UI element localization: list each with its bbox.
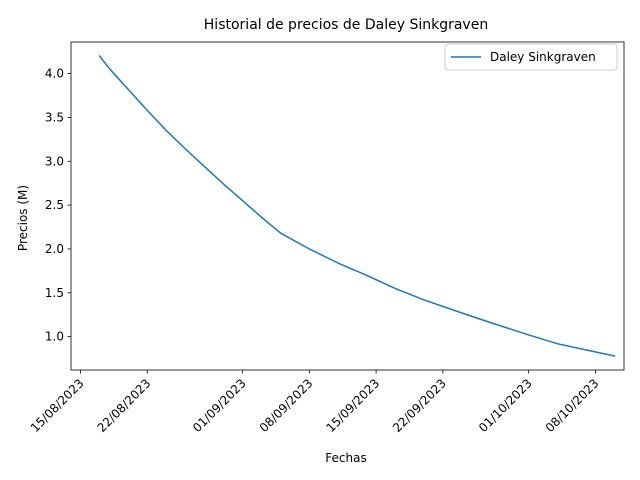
y-tick-label: 1.5 xyxy=(45,286,64,300)
chart-title: Historial de precios de Daley Sinkgraven xyxy=(204,17,488,33)
y-tick-label: 3.0 xyxy=(45,154,64,168)
series-line-0 xyxy=(98,54,616,357)
y-tick-label: 4.0 xyxy=(45,67,64,81)
x-axis-label: Fechas xyxy=(325,451,366,465)
y-tick-label: 1.0 xyxy=(45,330,64,344)
y-tick-label: 2.5 xyxy=(45,198,64,212)
legend-frame xyxy=(444,43,618,71)
plot-frame xyxy=(70,41,625,371)
y-axis-label: Precios (M) xyxy=(16,185,30,251)
legend-label-daley-sinkgraven: Daley Sinkgraven xyxy=(490,50,596,64)
legend: Daley Sinkgraven xyxy=(444,43,618,71)
y-tick-label: 2.0 xyxy=(45,242,64,256)
y-tick-label: 3.5 xyxy=(45,110,64,124)
